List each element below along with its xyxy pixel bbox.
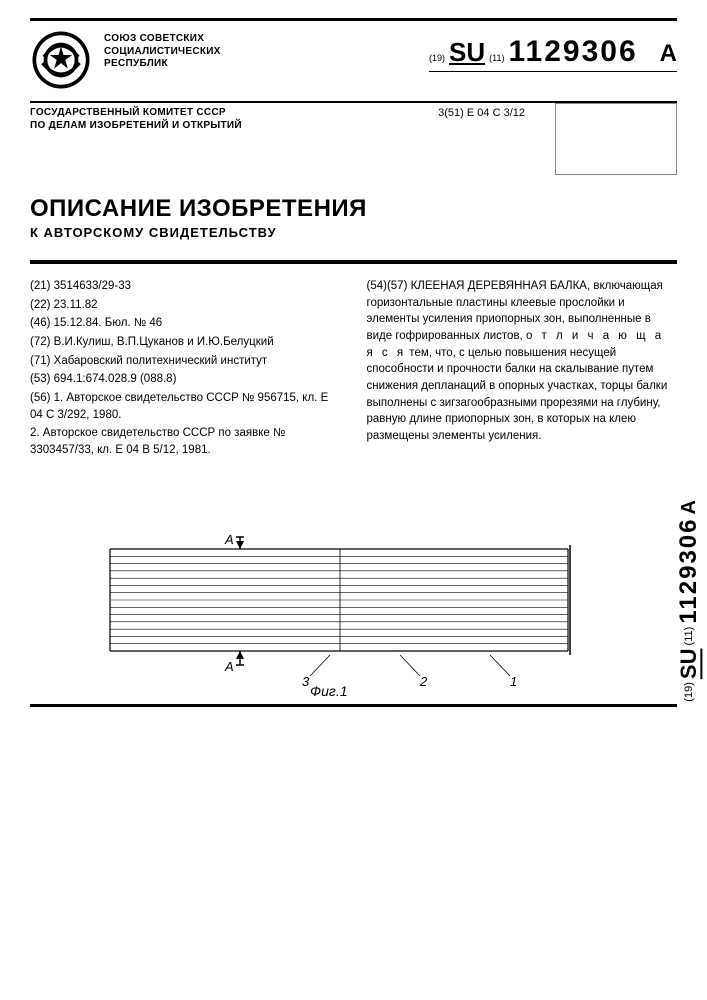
- committee-line: ГОСУДАРСТВЕННЫЙ КОМИТЕТ СССР: [30, 107, 438, 120]
- abstract-code: (54)(57): [367, 280, 408, 292]
- side-prefix-11: (11): [683, 627, 695, 646]
- field-71: (71) Хабаровский политехнический институ…: [30, 353, 341, 370]
- field-21: (21) 3514633/29-33: [30, 278, 341, 295]
- right-column: (54)(57) КЛЕЕНАЯ ДЕРЕВЯННАЯ БАЛКА, включ…: [367, 278, 678, 461]
- stamp-placeholder: [555, 103, 677, 175]
- committee-line: ПО ДЕЛАМ ИЗОБРЕТЕНИЙ И ОТКРЫТИЙ: [30, 120, 438, 133]
- field-56-1: (56) 1. Авторское свидетельство СССР № 9…: [30, 390, 341, 423]
- pub-prefix-11: (11): [489, 53, 504, 63]
- figure-caption: Фиг.1: [310, 683, 348, 699]
- publication-number: (19) SU (11) 1129306 A: [429, 29, 677, 72]
- pub-su: SU: [449, 37, 485, 68]
- left-column: (21) 3514633/29-33 (22) 23.11.82 (46) 15…: [30, 278, 341, 461]
- side-number: 1129306: [675, 518, 702, 624]
- document-title: ОПИСАНИЕ ИЗОБРЕТЕНИЯ К АВТОРСКОМУ СВИДЕТ…: [30, 195, 677, 240]
- abstract-body2: тем, что, с целью повышения несущей спос…: [367, 347, 668, 442]
- section-label-a-top: A: [224, 532, 234, 547]
- organization-name: СОЮЗ СОВЕТСКИХ СОЦИАЛИСТИЧЕСКИХ РЕСПУБЛИ…: [104, 29, 417, 71]
- header-row: СОЮЗ СОВЕТСКИХ СОЦИАЛИСТИЧЕСКИХ РЕСПУБЛИ…: [30, 29, 677, 91]
- pub-number-value: 1129306: [509, 35, 638, 69]
- side-publication-number: (19) SU (11) 1129306 A: [675, 500, 703, 702]
- field-56-2: 2. Авторское свидетельство СССР по заявк…: [30, 425, 341, 458]
- bibliographic-columns: (21) 3514633/29-33 (22) 23.11.82 (46) 15…: [30, 278, 677, 461]
- ref-2: 2: [419, 674, 428, 689]
- field-46: (46) 15.12.84. Бюл. № 46: [30, 315, 341, 332]
- org-line: РЕСПУБЛИК: [104, 58, 417, 71]
- field-22: (22) 23.11.82: [30, 297, 341, 314]
- pub-suffix: A: [660, 40, 677, 68]
- ipc-classification: 3(51) E 04 C 3/12: [438, 107, 525, 119]
- field-72: (72) В.И.Кулиш, В.П.Цуканов и И.Ю.Белуцк…: [30, 334, 341, 351]
- title-main: ОПИСАНИЕ ИЗОБРЕТЕНИЯ: [30, 195, 677, 223]
- org-line: СОЮЗ СОВЕТСКИХ: [104, 33, 417, 46]
- beam-diagram: A A 3 2 1: [70, 521, 590, 701]
- side-prefix-19: (19): [683, 682, 695, 702]
- pub-prefix-19: (19): [429, 53, 445, 63]
- abstract-title: КЛЕЕНАЯ ДЕРЕВЯННАЯ БАЛКА,: [411, 280, 591, 292]
- field-53: (53) 694.1:674.028.9 (088.8): [30, 371, 341, 388]
- ref-3: 3: [302, 674, 310, 689]
- side-suffix: A: [678, 500, 700, 514]
- title-sub: К АВТОРСКОМУ СВИДЕТЕЛЬСТВУ: [30, 225, 677, 240]
- section-label-a-bottom: A: [224, 659, 234, 674]
- figure-1: A A 3 2 1 Фиг.1: [30, 521, 677, 721]
- side-su: SU: [676, 649, 701, 680]
- committee-name: ГОСУДАРСТВЕННЫЙ КОМИТЕТ СССР ПО ДЕЛАМ ИЗ…: [30, 107, 438, 132]
- abstract-text: (54)(57) КЛЕЕНАЯ ДЕРЕВЯННАЯ БАЛКА, включ…: [367, 278, 678, 445]
- ussr-emblem-icon: [30, 29, 92, 91]
- ref-1: 1: [510, 674, 517, 689]
- org-line: СОЦИАЛИСТИЧЕСКИХ: [104, 46, 417, 59]
